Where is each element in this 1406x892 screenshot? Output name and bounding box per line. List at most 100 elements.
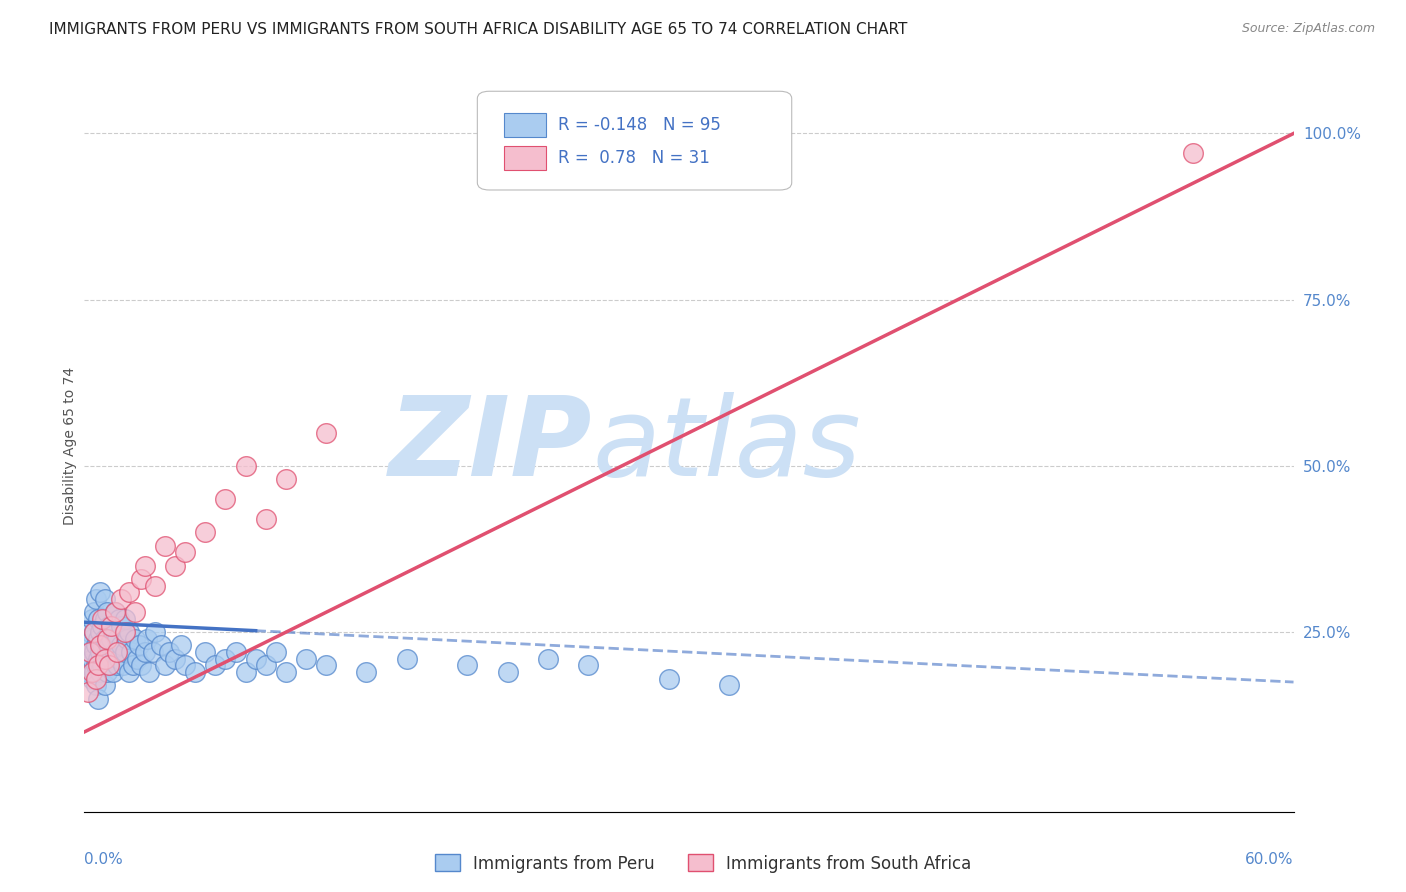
Text: 0.0%: 0.0% (84, 852, 124, 867)
Point (114, 612, 136, 626)
Point (77, 685, 100, 699)
Point (537, 652, 560, 666)
Point (105, 632, 128, 646)
Point (153, 539, 176, 553)
Point (87, 652, 110, 666)
Point (82, 665, 104, 679)
Point (110, 639, 132, 653)
Point (105, 645, 128, 659)
Point (79, 639, 101, 653)
Point (89, 585, 111, 599)
Point (153, 658, 176, 673)
Text: 60.0%: 60.0% (1246, 852, 1294, 867)
Point (82, 612, 104, 626)
Point (91, 618, 114, 632)
FancyBboxPatch shape (503, 113, 547, 136)
Point (79, 645, 101, 659)
Point (214, 492, 236, 507)
Point (79, 658, 101, 673)
Text: R =  0.78   N = 31: R = 0.78 N = 31 (558, 149, 710, 167)
Point (89, 625, 111, 640)
Point (93, 652, 115, 666)
Point (110, 591, 132, 606)
Point (315, 425, 337, 440)
Text: ZIP: ZIP (388, 392, 592, 500)
Point (91, 639, 114, 653)
Point (395, 652, 418, 666)
Point (143, 579, 166, 593)
Point (356, 665, 378, 679)
Legend: Immigrants from Peru, Immigrants from South Africa: Immigrants from Peru, Immigrants from So… (427, 847, 979, 880)
Point (225, 645, 247, 659)
Point (93, 652, 115, 666)
Point (118, 625, 141, 640)
Point (118, 585, 141, 599)
Point (93, 632, 115, 646)
Point (89, 665, 111, 679)
Point (97, 658, 120, 673)
Point (120, 645, 142, 659)
Point (96, 645, 118, 659)
Point (114, 625, 136, 640)
Point (254, 512, 277, 526)
Point (204, 658, 226, 673)
Text: R = -0.148   N = 95: R = -0.148 N = 95 (558, 116, 721, 134)
Point (184, 665, 207, 679)
Point (125, 652, 148, 666)
Point (82, 672, 104, 686)
Point (264, 645, 287, 659)
Point (104, 645, 127, 659)
Point (214, 652, 236, 666)
Point (83, 625, 105, 640)
Point (83, 645, 105, 659)
Point (97, 639, 120, 653)
Point (658, 672, 681, 686)
Point (100, 652, 122, 666)
Point (1181, 146, 1204, 161)
Point (96, 665, 118, 679)
Point (138, 665, 160, 679)
Text: Source: ZipAtlas.com: Source: ZipAtlas.com (1241, 22, 1375, 36)
Point (134, 645, 156, 659)
Point (89, 639, 111, 653)
Point (97, 658, 120, 673)
Point (96, 605, 118, 619)
Point (295, 652, 318, 666)
Point (165, 558, 187, 573)
Point (235, 665, 257, 679)
Point (93, 612, 115, 626)
Point (235, 458, 257, 473)
Point (121, 658, 143, 673)
Point (101, 665, 124, 679)
Point (118, 665, 141, 679)
Point (79, 625, 101, 640)
Text: atlas: atlas (592, 392, 860, 500)
Point (82, 652, 104, 666)
Point (100, 618, 122, 632)
Point (129, 658, 152, 673)
Point (165, 652, 187, 666)
Point (83, 665, 105, 679)
Point (135, 632, 157, 646)
Point (315, 658, 337, 673)
Point (129, 572, 152, 586)
Point (157, 645, 180, 659)
Point (93, 591, 115, 606)
Point (274, 472, 297, 486)
Point (89, 645, 111, 659)
FancyBboxPatch shape (478, 91, 792, 190)
Point (194, 645, 217, 659)
Point (87, 632, 110, 646)
Point (87, 658, 110, 673)
Point (174, 658, 197, 673)
Point (104, 625, 127, 640)
Point (124, 632, 146, 646)
Point (274, 665, 297, 679)
Point (82, 632, 104, 646)
Point (194, 525, 217, 540)
Point (77, 665, 100, 679)
Point (96, 632, 118, 646)
Point (100, 632, 122, 646)
Point (83, 625, 105, 640)
Point (86, 591, 108, 606)
